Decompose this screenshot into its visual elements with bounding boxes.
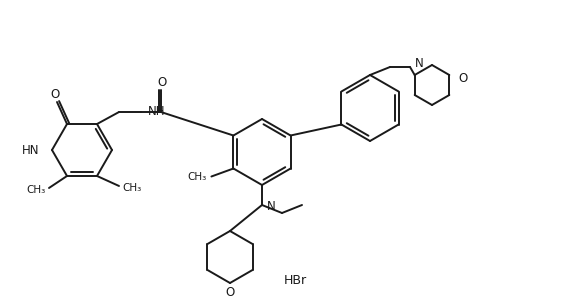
Text: O: O bbox=[458, 71, 468, 84]
Text: O: O bbox=[158, 75, 167, 88]
Text: CH₃: CH₃ bbox=[188, 172, 207, 181]
Text: CH₃: CH₃ bbox=[122, 183, 142, 193]
Text: HN: HN bbox=[22, 144, 39, 156]
Text: O: O bbox=[50, 87, 60, 100]
Text: N: N bbox=[267, 201, 276, 213]
Text: CH₃: CH₃ bbox=[27, 185, 45, 195]
Text: HBr: HBr bbox=[284, 274, 307, 286]
Text: O: O bbox=[225, 286, 235, 298]
Text: NH: NH bbox=[148, 104, 166, 118]
Text: N: N bbox=[415, 56, 424, 70]
